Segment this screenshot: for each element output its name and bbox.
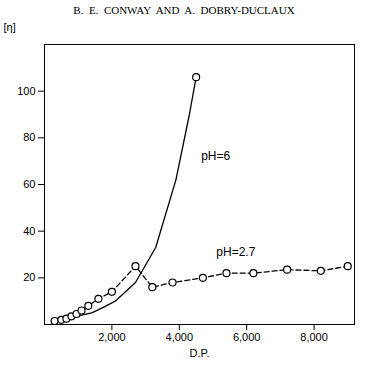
html-text:B. E. CONWAY AND A. DOBRY-DUCL: B. E. CONWAY AND A. DOBRY-DUCLAUX — [73, 4, 295, 16]
svg-text:4,000: 4,000 — [166, 331, 194, 343]
svg-text:80: 80 — [23, 131, 35, 143]
svg-text:100: 100 — [17, 85, 35, 97]
svg-text:pH=2.7: pH=2.7 — [216, 245, 255, 259]
svg-text:[η]: [η] — [4, 21, 16, 33]
svg-text:60: 60 — [23, 178, 35, 190]
svg-text:40: 40 — [23, 225, 35, 237]
svg-text:D.P.: D.P. — [190, 347, 210, 359]
svg-text:20: 20 — [23, 271, 35, 283]
svg-text:2,000: 2,000 — [98, 331, 126, 343]
svg-text:8,000: 8,000 — [300, 331, 328, 343]
svg-text:pH=6: pH=6 — [201, 149, 230, 163]
svg-text:6,000: 6,000 — [233, 331, 261, 343]
